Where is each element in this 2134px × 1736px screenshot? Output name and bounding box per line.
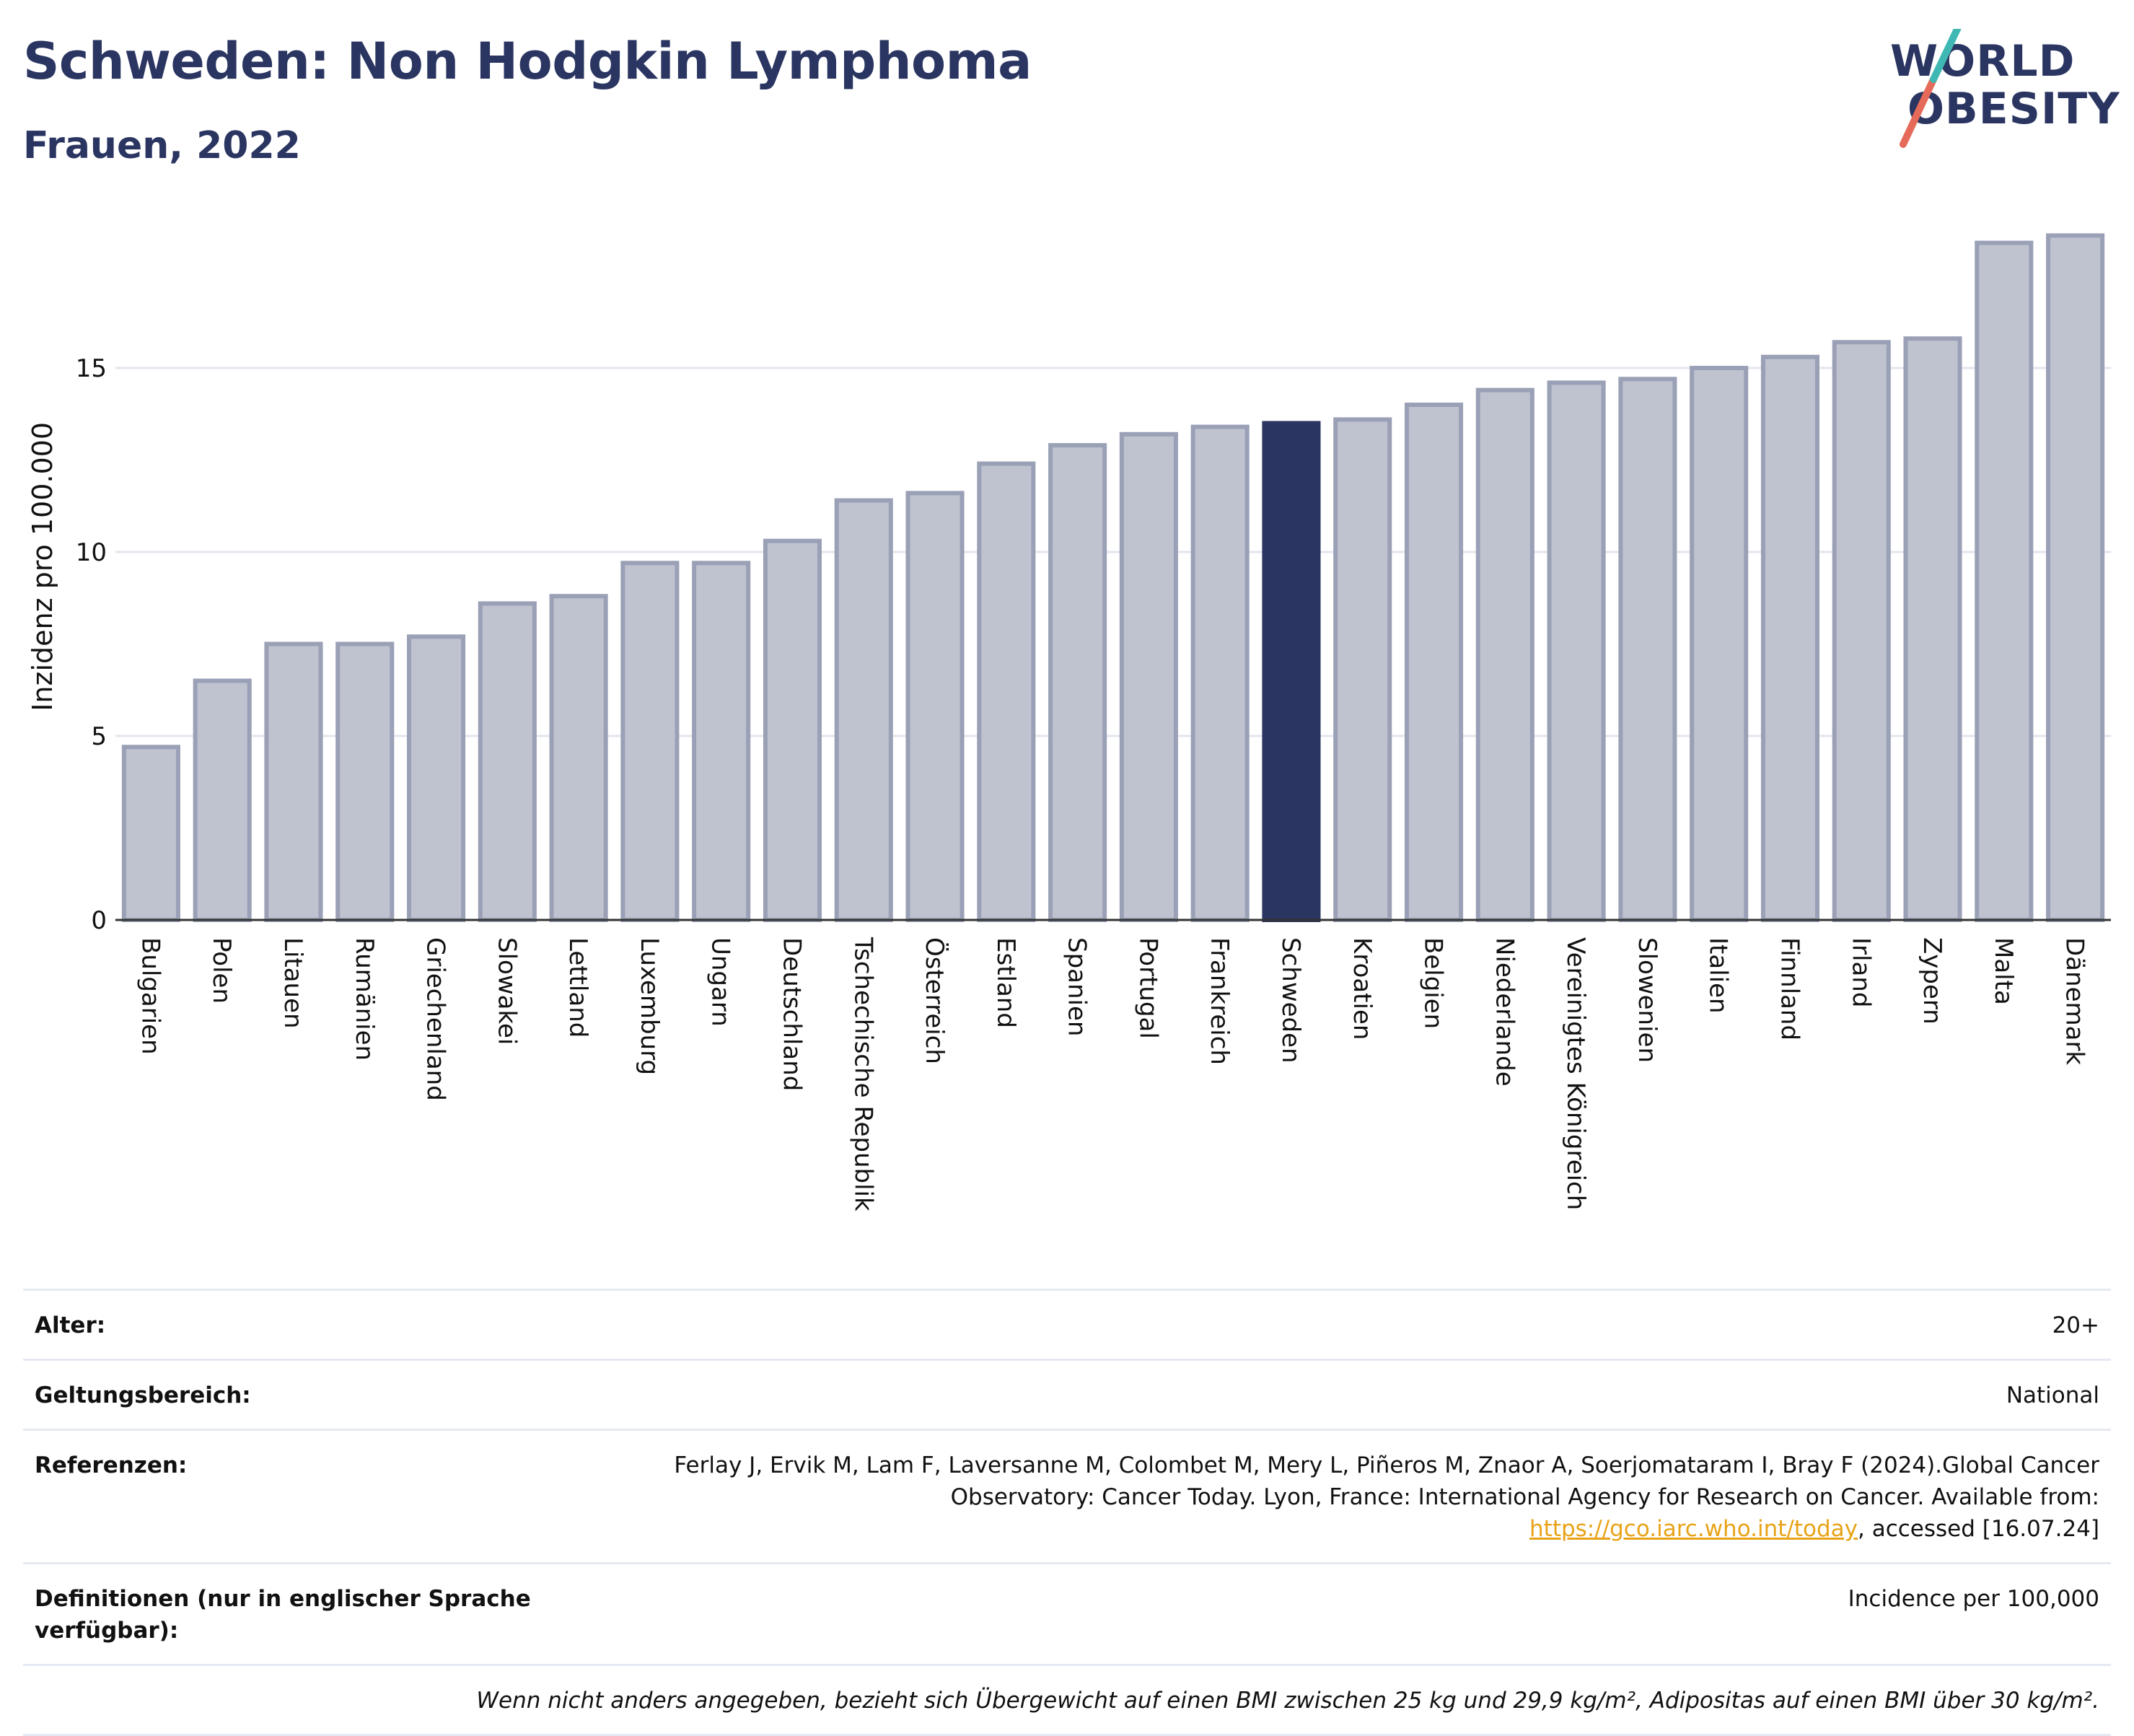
x-tick-label: Zypern xyxy=(1918,937,1946,1025)
bar-dänemark[interactable] xyxy=(2046,233,2105,922)
x-tick-label: Irland xyxy=(1846,937,1875,1007)
bar-tschechische-republik[interactable] xyxy=(834,498,893,923)
info-row-definitions: Definitionen (nur in englischer Sprache … xyxy=(23,1562,2111,1664)
y-tick-label: 0 xyxy=(91,906,107,935)
x-tick-label: Luxemburg xyxy=(635,937,664,1075)
x-tick-label: Slowakei xyxy=(492,937,521,1045)
info-row-age: Alter: 20+ xyxy=(23,1289,2111,1359)
age-value: 20+ xyxy=(2052,1312,2099,1338)
bar-belgien[interactable] xyxy=(1404,403,1464,922)
x-tick-label: Griechenland xyxy=(421,937,450,1101)
bar-italien[interactable] xyxy=(1690,366,1749,922)
x-tick-label: Dänemark xyxy=(2060,937,2089,1065)
bar-litauen[interactable] xyxy=(264,641,323,922)
logo-line2: OBESITY xyxy=(1907,84,2120,134)
world-obesity-logo[interactable]: WORLD OBESITY xyxy=(1876,29,2120,152)
x-tick-label: Tschechische Republik xyxy=(848,937,877,1211)
bar-niederlande[interactable] xyxy=(1475,387,1534,923)
bar-zypern[interactable] xyxy=(1903,336,1962,922)
y-axis-label: Inzidenz pro 100.000 xyxy=(27,422,58,711)
x-tick-label: Niederlande xyxy=(1490,937,1519,1087)
logo-slash-icon xyxy=(1900,29,1962,148)
bmi-note: Wenn nicht anders angegeben, bezieht sic… xyxy=(476,1688,2099,1714)
bar-österreich[interactable] xyxy=(905,491,965,922)
x-tick-label: Österreich xyxy=(920,937,949,1064)
info-table: Alter: 20+ Geltungsbereich: National Ref… xyxy=(23,1289,2111,1736)
bar-spanien[interactable] xyxy=(1048,443,1107,923)
x-tick-label: Kroatien xyxy=(1348,937,1376,1040)
scope-label: Geltungsbereich: xyxy=(35,1382,251,1408)
x-tick-label: Estland xyxy=(991,937,1020,1028)
references-text: Ferlay J, Ervik M, Lam F, Laversanne M, … xyxy=(674,1452,2099,1510)
definitions-value: Incidence per 100,000 xyxy=(1848,1586,2099,1612)
x-tick-label: Vereinigtes Königreich xyxy=(1561,937,1590,1210)
info-row-scope: Geltungsbereich: National xyxy=(23,1359,2111,1429)
references-link[interactable]: https://gco.iarc.who.int/today xyxy=(1529,1516,1858,1542)
x-tick-label: Rumänien xyxy=(350,937,379,1061)
x-tick-label: Schweden xyxy=(1276,937,1305,1064)
x-tick-label: Polen xyxy=(207,937,236,1004)
bar-kroatien[interactable] xyxy=(1333,417,1392,922)
x-tick-label: Ungarn xyxy=(706,937,735,1027)
bar-griechenland[interactable] xyxy=(406,634,466,922)
bar-luxemburg[interactable] xyxy=(620,561,680,922)
bar-lettland[interactable] xyxy=(549,594,608,922)
x-tick-label: Lettland xyxy=(563,937,592,1038)
bar-vereinigtes-königreich[interactable] xyxy=(1547,380,1606,922)
info-row-note: Wenn nicht anders angegeben, bezieht sic… xyxy=(23,1664,2111,1736)
bar-irland[interactable] xyxy=(1832,340,1891,923)
references-value: Ferlay J, Ervik M, Lam F, Laversanne M, … xyxy=(613,1450,2099,1545)
bar-finnland[interactable] xyxy=(1760,354,1820,922)
x-tick-label: Finnland xyxy=(1775,937,1804,1040)
bar-estland[interactable] xyxy=(977,461,1036,923)
bar-ungarn[interactable] xyxy=(692,561,751,922)
bar-slowenien[interactable] xyxy=(1618,377,1677,922)
x-tick-label: Malta xyxy=(1989,937,2018,1005)
y-tick-label: 15 xyxy=(76,354,107,383)
x-tick-label: Portugal xyxy=(1133,937,1162,1039)
bar-deutschland[interactable] xyxy=(763,538,822,922)
bar-schweden[interactable] xyxy=(1262,421,1321,922)
bar-frankreich[interactable] xyxy=(1190,424,1250,923)
x-tick-label: Belgien xyxy=(1419,937,1448,1029)
bar-rumänien[interactable] xyxy=(335,641,395,922)
x-tick-label: Italien xyxy=(1704,937,1733,1014)
references-tail: , accessed [16.07.24] xyxy=(1857,1516,2099,1542)
references-label: Referenzen: xyxy=(35,1452,188,1478)
x-tick-label: Litauen xyxy=(278,937,307,1029)
scope-value: National xyxy=(2006,1382,2099,1408)
age-label: Alter: xyxy=(35,1312,106,1338)
logo-line1: WORLD xyxy=(1890,36,2076,87)
bar-slowakei[interactable] xyxy=(478,601,537,923)
x-tick-label: Slowenien xyxy=(1633,937,1661,1063)
bar-chart: 0 5 10 15 Inzidenz pro 100.000 Bulgarien Polen… xyxy=(27,233,2111,1211)
y-tick-label: 5 xyxy=(91,722,107,751)
bar-malta[interactable] xyxy=(1975,240,2034,923)
bar-portugal[interactable] xyxy=(1119,431,1178,922)
x-tick-label: Bulgarien xyxy=(136,937,164,1055)
bar-polen[interactable] xyxy=(193,678,252,922)
x-tick-label: Deutschland xyxy=(777,937,806,1091)
x-tick-label: Spanien xyxy=(1063,937,1092,1036)
x-tick-label: Frankreich xyxy=(1205,937,1234,1065)
chart-title: Schweden: Non Hodgkin Lymphoma xyxy=(23,32,1032,91)
info-row-references: Referenzen: Ferlay J, Ervik M, Lam F, La… xyxy=(23,1429,2111,1562)
chart-subtitle: Frauen, 2022 xyxy=(23,124,301,167)
bar-bulgarien[interactable] xyxy=(121,745,180,922)
y-tick-label: 10 xyxy=(76,538,107,567)
definitions-label: Definitionen (nur in englischer Sprache … xyxy=(35,1586,531,1644)
